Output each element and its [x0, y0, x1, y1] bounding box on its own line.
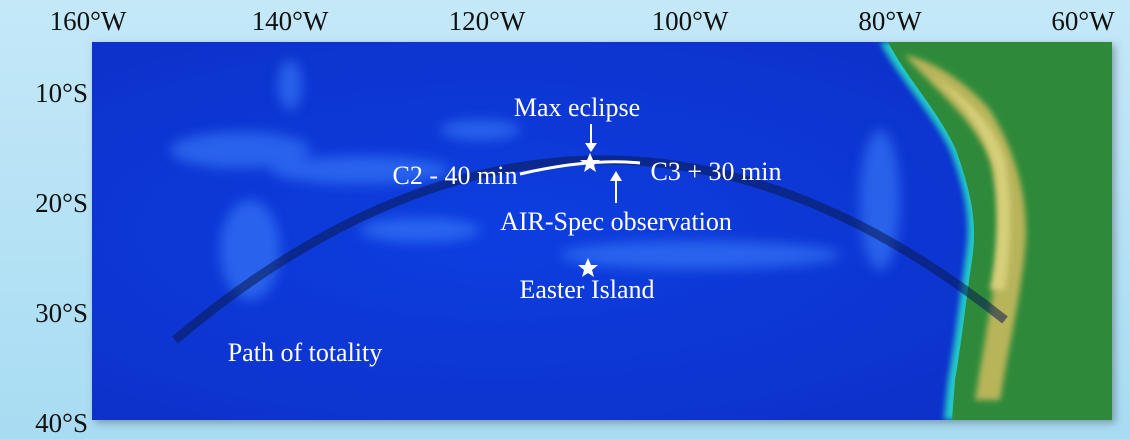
page: {"map": { "lon_labels": ["160°W", "140°W…: [0, 0, 1130, 439]
annotation: Easter Island: [519, 275, 654, 304]
lat-label: 40°S: [35, 408, 88, 438]
annotation: Max eclipse: [514, 93, 640, 122]
lon-label: 140°W: [252, 6, 329, 36]
lat-label: 10°S: [35, 78, 88, 108]
lon-label: 80°W: [858, 6, 922, 36]
annotation: C2 - 40 min: [393, 161, 518, 190]
annotation: AIR-Spec observation: [500, 207, 732, 236]
lon-label: 60°W: [1051, 6, 1115, 36]
lon-label: 100°W: [652, 6, 729, 36]
annotation: Path of totality: [228, 338, 383, 367]
lat-label: 20°S: [35, 188, 88, 218]
annotation: C3 + 30 min: [651, 157, 782, 186]
lon-label: 160°W: [50, 6, 127, 36]
lon-label: 120°W: [449, 6, 526, 36]
map-figure: 160°W 140°W 120°W 100°W 80°W 60°W 10°S 2…: [0, 0, 1130, 439]
lat-label: 30°S: [35, 298, 88, 328]
